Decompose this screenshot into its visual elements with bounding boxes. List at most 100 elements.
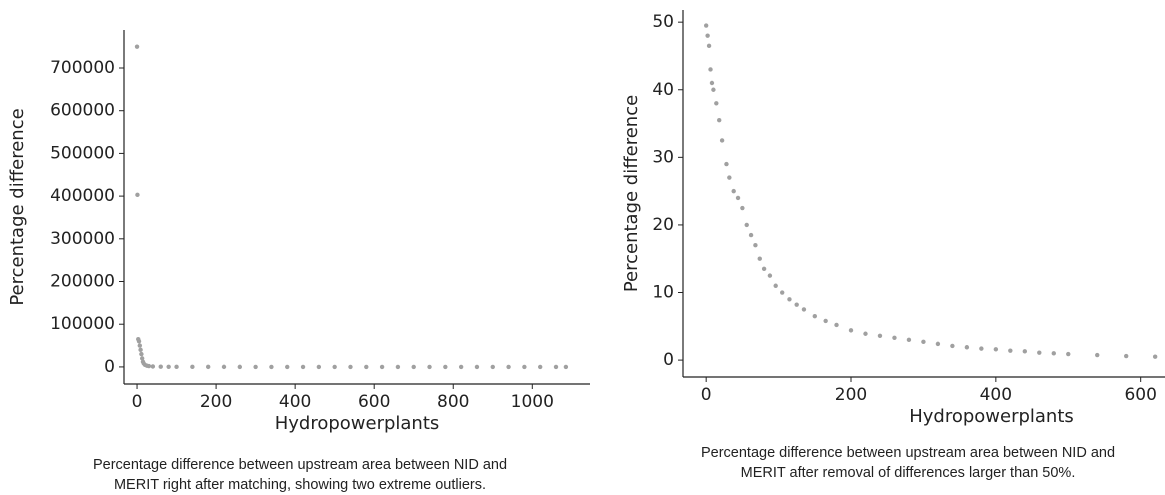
point [135, 192, 140, 198]
point [717, 117, 722, 123]
point [1008, 348, 1013, 353]
y-tick-label: 40 [652, 80, 674, 100]
point [823, 318, 828, 324]
point [474, 364, 480, 370]
point [221, 364, 227, 370]
caption: Percentage difference between upstream a… [93, 457, 507, 473]
y-tick-label: 30 [652, 147, 674, 167]
point [848, 328, 854, 333]
point [935, 341, 941, 347]
point [714, 101, 719, 106]
point [993, 347, 999, 352]
y-tick-label: 10 [652, 283, 674, 303]
point [137, 343, 143, 348]
point [1152, 354, 1158, 359]
point [787, 297, 792, 302]
y-tick-label: 700000 [50, 58, 115, 78]
y-tick-label: 20 [652, 215, 674, 235]
point [892, 335, 897, 340]
point [506, 364, 511, 370]
point [1095, 352, 1100, 358]
y-tick-label: 0 [663, 350, 674, 370]
y-tick-label: 200000 [50, 272, 115, 292]
x-tick-label: 200 [835, 385, 867, 405]
x-tick-label: 0 [132, 392, 143, 412]
point [709, 80, 715, 86]
point [522, 364, 527, 370]
y-tick-label: 600000 [50, 101, 115, 121]
point [1022, 349, 1028, 354]
x-tick-label: 400 [279, 392, 311, 412]
point [794, 302, 799, 307]
y-axis-label: Percentage difference [7, 108, 28, 305]
x-tick-label: 800 [437, 392, 469, 412]
point [205, 364, 211, 370]
point [724, 161, 729, 167]
point [364, 364, 369, 370]
y-tick-label: 400000 [50, 186, 115, 206]
point [253, 364, 258, 370]
point [395, 364, 401, 370]
point [139, 356, 145, 361]
point [740, 205, 745, 211]
point [906, 337, 912, 343]
y-axis-label: Percentage difference [621, 95, 642, 292]
x-tick-label: 0 [701, 385, 712, 405]
x-tick-label: 1000 [511, 392, 554, 412]
y-tick-label: 500000 [50, 143, 115, 163]
point [757, 256, 762, 261]
point [379, 364, 385, 370]
point [744, 222, 749, 228]
point [780, 290, 785, 295]
point [1051, 351, 1056, 356]
point [731, 188, 736, 194]
point [166, 364, 171, 369]
point [979, 346, 984, 351]
point [706, 43, 712, 49]
y-tick-label: 50 [652, 12, 674, 32]
point [237, 364, 243, 370]
point [703, 23, 709, 28]
point [812, 313, 818, 319]
point [427, 364, 432, 370]
point [801, 307, 807, 312]
point [269, 364, 274, 370]
point [136, 339, 142, 344]
point [877, 333, 883, 338]
x-axis-label: Hydropowerplants [909, 406, 1074, 427]
point [285, 364, 290, 370]
point [411, 364, 416, 370]
x-axis-label: Hydropowerplants [275, 413, 440, 434]
point [748, 232, 754, 238]
point [190, 364, 195, 370]
point [134, 44, 140, 49]
point [553, 364, 559, 370]
point [921, 339, 926, 345]
point [158, 364, 163, 369]
point [1123, 353, 1129, 359]
point [950, 343, 955, 349]
point [300, 364, 306, 370]
point [1066, 351, 1071, 357]
point [139, 351, 144, 357]
point [753, 243, 758, 248]
point [138, 347, 143, 353]
point [537, 364, 543, 370]
point [719, 138, 725, 143]
x-tick-label: 600 [358, 392, 390, 412]
point [348, 364, 353, 370]
point [332, 364, 337, 370]
point [834, 322, 839, 328]
point [863, 331, 868, 336]
point [761, 266, 767, 272]
point [708, 67, 713, 72]
y-tick-label: 100000 [50, 314, 115, 334]
y-tick-label: 300000 [50, 229, 115, 249]
point [727, 175, 732, 180]
point [443, 364, 448, 370]
x-tick-label: 400 [980, 385, 1012, 405]
point [767, 273, 773, 278]
point [174, 364, 179, 370]
point [711, 87, 716, 92]
